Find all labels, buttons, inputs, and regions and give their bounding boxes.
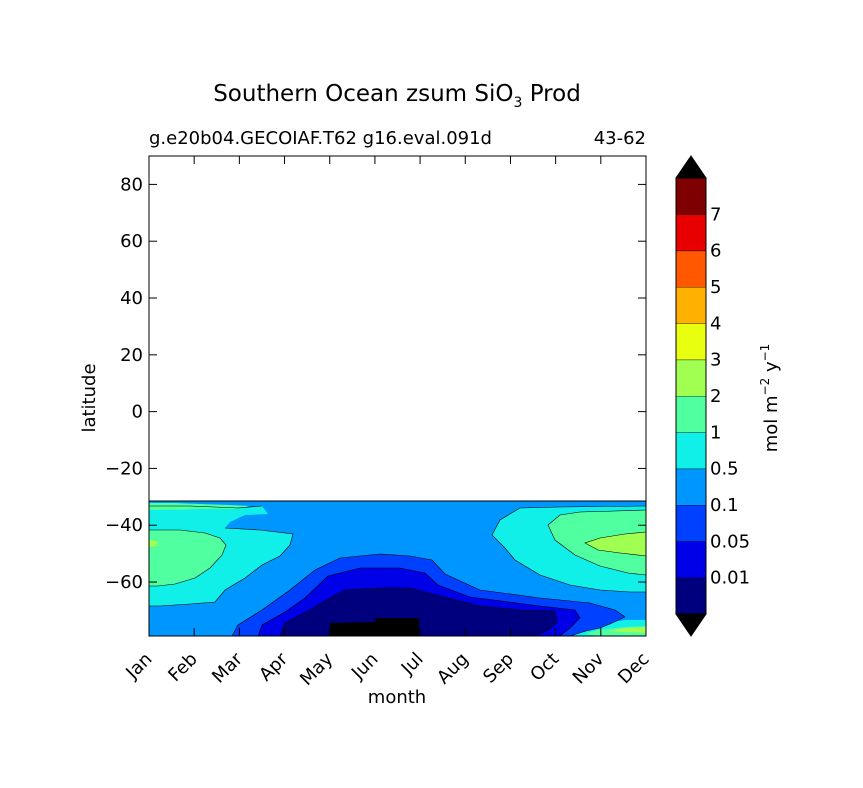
contour-line (231, 553, 626, 636)
colorbar-tick-label: 0.1 (710, 495, 739, 516)
colorbar-extend-high (675, 155, 707, 179)
y-tick-label: 20 (120, 345, 143, 366)
colorbar-segment (676, 178, 706, 215)
x-axis-label: month (368, 687, 426, 708)
contour-field (149, 500, 646, 636)
colorbar-segment (676, 359, 706, 396)
contour-line (149, 529, 227, 587)
y-tick-label: −60 (105, 572, 143, 593)
contour-lines (149, 505, 646, 636)
x-tick-label: Jan (121, 649, 156, 684)
contour-fill-extend-low (330, 618, 419, 636)
colorbar-label: mol m−2 y−1 (758, 344, 782, 453)
y-tick-label: 80 (120, 174, 143, 195)
colorbar-segment (676, 432, 706, 469)
colorbar-tick-label: 4 (710, 313, 721, 334)
colorbar-segment (676, 323, 706, 360)
colorbar-segment (676, 577, 706, 614)
colorbar-tick-label: 7 (710, 204, 721, 225)
colorbar: 0.01 0.05 0.1 0.5 1 2 3 4 5 6 7 (675, 155, 750, 637)
y-tick-label: −40 (105, 515, 143, 536)
contour-fill-2-west (149, 540, 158, 547)
contour-line (279, 587, 558, 636)
plot-frame (148, 155, 647, 637)
contour-fill-2-seast (608, 627, 646, 633)
colorbar-segment (676, 396, 706, 433)
colorbar-segment (676, 287, 706, 324)
colorbar-segment (676, 250, 706, 287)
y-axis-label: latitude (79, 363, 100, 432)
colorbar-segment (676, 541, 706, 578)
colorbar-segment (676, 468, 706, 505)
x-tick-label: Aug (433, 649, 473, 689)
colorbar-extend-low (675, 613, 707, 637)
contour-line (547, 509, 646, 576)
colorbar-segment (676, 505, 706, 542)
colorbar-tick-label: 0.01 (710, 568, 750, 589)
x-tick-label: Mar (208, 648, 247, 687)
x-tick-label: Nov (569, 648, 609, 688)
x-tick-label: Feb (164, 649, 201, 686)
contour-line (491, 505, 646, 593)
colorbar-tick-label: 0.05 (710, 531, 750, 552)
x-tick-label: Oct (526, 649, 563, 686)
y-tick-label: 40 (120, 288, 143, 309)
colorbar-tick-label: 6 (710, 241, 721, 262)
colorbar-tick-label: 5 (710, 277, 721, 298)
colorbar-outline (675, 178, 707, 614)
colorbar-tick-label: 0.5 (710, 459, 739, 480)
contour-line (257, 567, 581, 636)
chart-subtitle-left: g.e20b04.GECOIAF.T62 g16.eval.091d (149, 128, 492, 149)
y-tick-label: 60 (120, 231, 143, 252)
x-tick-label: Dec (614, 649, 653, 688)
contour-line (149, 527, 294, 607)
chart-title: Southern Ocean zsum SiO3 Prod (213, 81, 581, 111)
contour-line (584, 531, 646, 557)
x-tick-label: May (296, 648, 337, 689)
colorbar-tick-label: 3 (710, 350, 721, 371)
x-tick-label: Sep (479, 649, 518, 688)
y-tick-label: −20 (105, 458, 143, 479)
y-tick-label: 0 (132, 402, 143, 423)
colorbar-tick-label: 1 (710, 422, 721, 443)
contour-fill-1-west (149, 530, 226, 586)
contour-line (149, 505, 263, 509)
x-tick-label: Jun (347, 649, 382, 684)
colorbar-tick-label: 2 (710, 386, 721, 407)
colorbar-segment (676, 214, 706, 251)
y-axis: 80 60 40 20 0 −20 −40 −60 (105, 174, 646, 593)
x-tick-label: Jul (397, 649, 428, 680)
chart-subtitle-right: 43-62 (594, 128, 646, 149)
x-tick-label: Apr (255, 648, 292, 685)
